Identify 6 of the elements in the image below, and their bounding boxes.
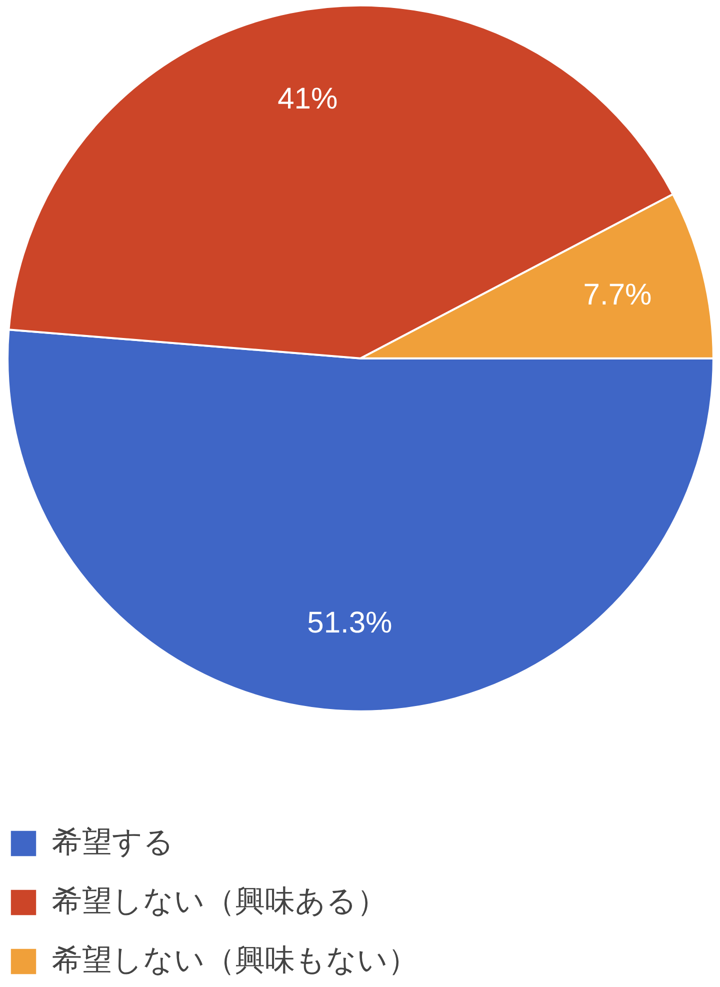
data-label: 41% bbox=[278, 82, 338, 116]
legend-label: 希望しない（興味もない） bbox=[52, 942, 418, 980]
data-label: 51.3% bbox=[307, 606, 392, 640]
legend-label: 希望する bbox=[52, 824, 174, 862]
legend-label: 希望しない（興味ある） bbox=[52, 883, 387, 921]
data-label: 7.7% bbox=[583, 278, 652, 312]
